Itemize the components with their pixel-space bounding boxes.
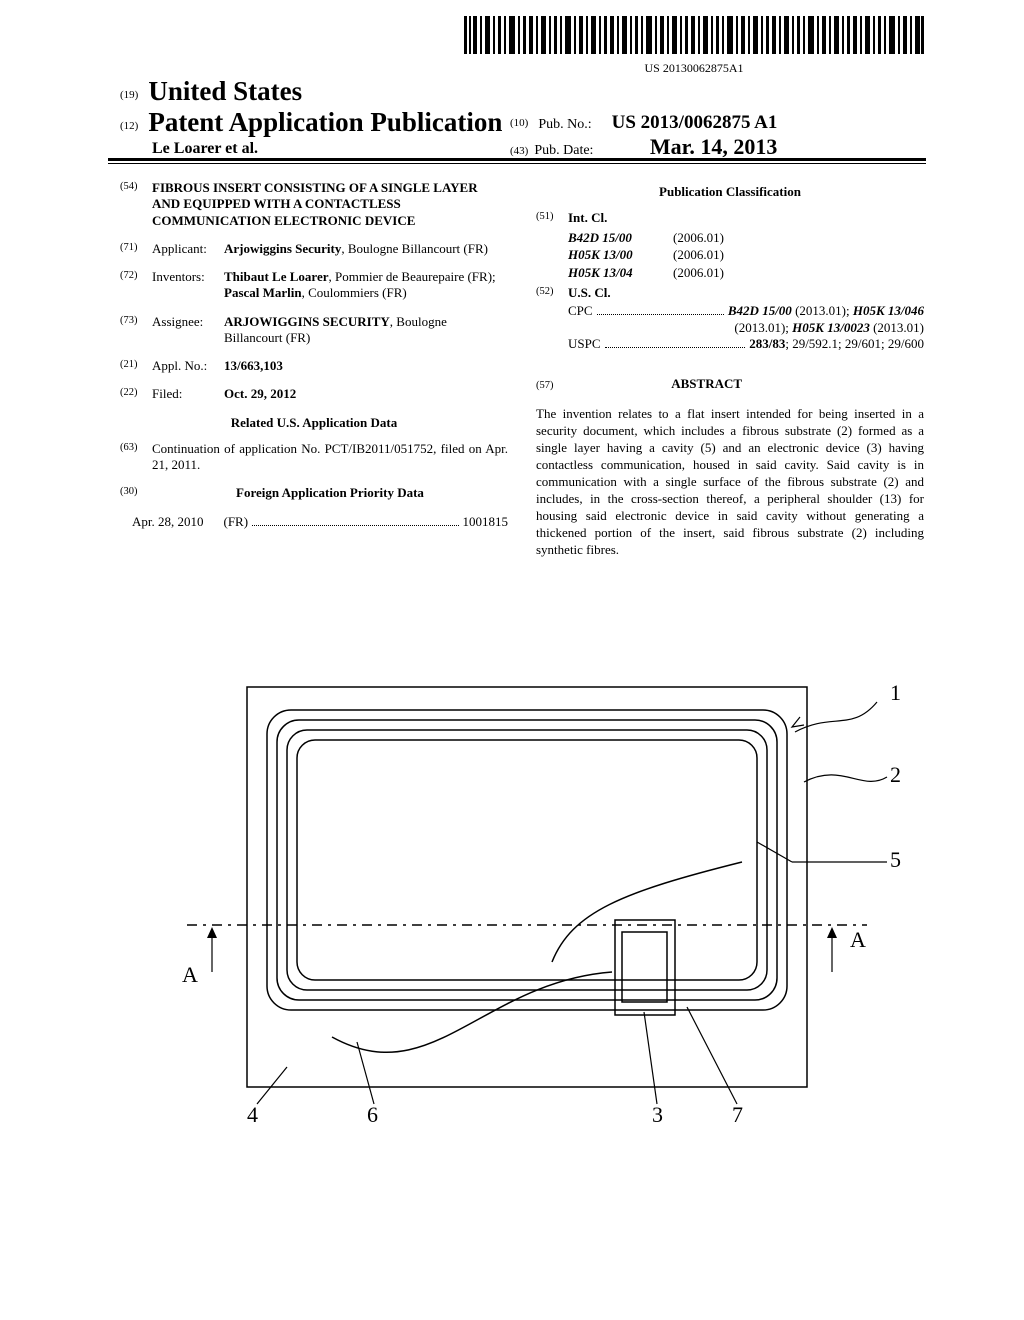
patent-figure: 1 2 5 A A 4 6 3 7 [130, 662, 914, 1162]
invention-title: FIBROUS INSERT CONSISTING OF A SINGLE LA… [152, 180, 508, 229]
fig-label-5: 5 [890, 847, 901, 872]
tag-72: (72) [120, 269, 152, 302]
cpc-1b: (2013.01); [792, 303, 853, 318]
uspc-value: 283/83; 29/592.1; 29/601; 29/600 [749, 336, 924, 352]
cpc-1c: H05K 13/046 [853, 303, 924, 318]
intcl-year-1: (2006.01) [673, 246, 724, 264]
intcl-code-2: H05K 13/04 [568, 264, 673, 282]
foreign-country: (FR) [224, 514, 249, 530]
tag-21: (21) [120, 358, 152, 374]
pub-date-label: Pub. Date: [534, 143, 593, 159]
divider-thick [108, 158, 926, 161]
uspc-label: USPC [568, 336, 601, 352]
assignee-value: ARJOWIGGINS SECURITY, Boulogne Billancou… [224, 314, 508, 347]
fig-label-3: 3 [652, 1102, 663, 1127]
applicant-loc: , Boulogne Billancourt (FR) [341, 241, 488, 256]
foreign-date: Apr. 28, 2010 [132, 514, 204, 530]
foreign-heading: Foreign Application Priority Data [152, 485, 508, 501]
assignee-name: ARJOWIGGINS SECURITY [224, 314, 390, 329]
fig-label-7: 7 [732, 1102, 743, 1127]
inventor-2-loc: , Coulommiers (FR) [302, 285, 407, 300]
barcode-text: US 20130062875A1 [464, 61, 924, 76]
inventor-1-loc: , Pommier de Beaurepaire (FR); [329, 269, 496, 284]
continuation-text: Continuation of application No. PCT/IB20… [152, 441, 508, 474]
intcl-year-0: (2006.01) [673, 229, 724, 247]
pub-no-label: Pub. No.: [538, 117, 591, 132]
fig-label-6: 6 [367, 1102, 378, 1127]
divider-thin [108, 163, 926, 164]
cpc-line2: (2013.01); H05K 13/0023 (2013.01) [568, 320, 924, 336]
tag-43: (43) [510, 145, 528, 157]
header-left: (19) United States (12) Patent Applicati… [120, 76, 502, 158]
authors: Le Loarer et al. [152, 140, 502, 158]
assignee-label: Assignee: [152, 314, 224, 347]
country: United States [148, 76, 302, 106]
tag-71: (71) [120, 241, 152, 257]
cpc-2c: (2013.01) [870, 320, 924, 335]
right-column: Publication Classification (51) Int. Cl.… [536, 180, 924, 558]
filed-label: Filed: [152, 386, 224, 402]
left-column: (54) FIBROUS INSERT CONSISTING OF A SING… [120, 180, 508, 558]
cpc-2b: H05K 13/0023 [792, 320, 870, 335]
tag-22: (22) [120, 386, 152, 402]
uspc-main: 283/83 [749, 336, 785, 351]
figure-svg: 1 2 5 A A 4 6 3 7 [130, 662, 914, 1162]
tag-54: (54) [120, 180, 152, 229]
dot-leader [605, 337, 746, 348]
appl-label: Appl. No.: [152, 358, 224, 374]
pub-date: Mar. 14, 2013 [650, 134, 778, 160]
fig-label-4: 4 [247, 1102, 258, 1127]
fig-label-2: 2 [890, 762, 901, 787]
related-heading: Related U.S. Application Data [120, 415, 508, 431]
tag-51: (51) [536, 210, 568, 226]
tag-10: (10) [510, 117, 528, 129]
tag-73: (73) [120, 314, 152, 347]
tag-57: (57) [536, 379, 568, 392]
filed-date: Oct. 29, 2012 [224, 386, 508, 402]
intcl-code-1: H05K 13/00 [568, 246, 673, 264]
barcode-icon [464, 16, 924, 54]
fig-label-A1: A [182, 962, 198, 987]
inventor-2: Pascal Marlin [224, 285, 302, 300]
inventor-label: Inventors: [152, 269, 224, 302]
pub-no: US 2013/0062875 A1 [612, 112, 778, 133]
header-right: (10) Pub. No.: US 2013/0062875 A1 (43) P… [510, 112, 777, 160]
fig-label-A2: A [850, 927, 866, 952]
tag-12: (12) [120, 120, 138, 132]
foreign-num: 1001815 [463, 514, 509, 530]
tag-63: (63) [120, 441, 152, 474]
intcl-code-0: B42D 15/00 [568, 229, 673, 247]
cpc-line1: B42D 15/00 (2013.01); H05K 13/046 [728, 303, 924, 319]
patent-cover-page: US 20130062875A1 (19) United States (12)… [0, 0, 1024, 1320]
tag-52: (52) [536, 285, 568, 301]
uscl-label: U.S. Cl. [568, 285, 924, 301]
applicant-name: Arjowiggins Security [224, 241, 341, 256]
classification-heading: Publication Classification [536, 184, 924, 200]
tag-30: (30) [120, 485, 152, 501]
inventor-1: Thibaut Le Loarer [224, 269, 329, 284]
inventor-value: Thibaut Le Loarer, Pommier de Beaurepair… [224, 269, 508, 302]
cpc-1a: B42D 15/00 [728, 303, 792, 318]
appl-no: 13/663,103 [224, 358, 508, 374]
abstract-label: ABSTRACT [671, 376, 742, 391]
cpc-2a: (2013.01); [734, 320, 792, 335]
applicant-label: Applicant: [152, 241, 224, 257]
fig-label-1: 1 [890, 680, 901, 705]
barcode-block: US 20130062875A1 [464, 16, 924, 76]
tag-19: (19) [120, 89, 138, 101]
pub-type: Patent Application Publication [148, 107, 502, 137]
uspc-rest: ; 29/592.1; 29/601; 29/600 [785, 336, 924, 351]
cpc-label: CPC [568, 303, 593, 319]
applicant-value: Arjowiggins Security, Boulogne Billancou… [224, 241, 508, 257]
abstract-text: The invention relates to a flat insert i… [536, 406, 924, 558]
intcl-label: Int. Cl. [568, 210, 924, 226]
bibliographic-columns: (54) FIBROUS INSERT CONSISTING OF A SING… [120, 180, 924, 558]
dot-leader [597, 304, 724, 315]
intcl-year-2: (2006.01) [673, 264, 724, 282]
dot-leader [252, 515, 458, 526]
